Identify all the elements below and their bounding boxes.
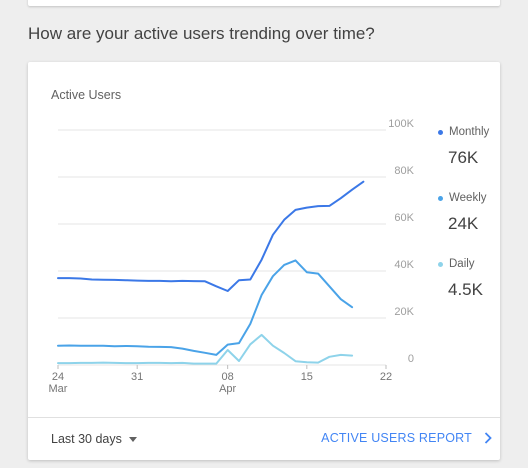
- date-range-dropdown[interactable]: Last 30 days: [51, 432, 137, 446]
- card-title: Active Users: [51, 88, 122, 102]
- y-tick-label: 20K: [394, 306, 414, 318]
- legend-dot-daily: [438, 261, 443, 267]
- y-tick-label: 40K: [394, 259, 414, 271]
- x-tick-label: 15: [301, 371, 313, 383]
- legend-item-daily: Daily 4.5K: [436, 258, 483, 300]
- legend-value-monthly: 76K: [448, 148, 479, 167]
- active-users-card: Active Users 0 20K 40K 60K 80K 100K 24 Mar 31 08 A…: [28, 62, 500, 460]
- x-tick-label: 22: [380, 371, 392, 383]
- card-footer: Last 30 days ACTIVE USERS REPORT: [28, 417, 500, 460]
- legend-value-weekly: 24K: [448, 214, 479, 233]
- active-users-report-link[interactable]: ACTIVE USERS REPORT: [321, 431, 492, 445]
- legend-value-daily: 4.5K: [448, 280, 483, 299]
- x-tick-label: 24: [52, 371, 64, 383]
- series-line-daily: [57, 333, 354, 365]
- legend-item-monthly: Monthly 76K: [436, 126, 489, 168]
- legend-label-monthly: Monthly: [449, 126, 490, 138]
- caret-down-icon: [128, 436, 137, 442]
- series-line-monthly: [57, 180, 365, 292]
- chevron-right-icon: [484, 432, 492, 444]
- x-tick-label: 31: [131, 371, 143, 383]
- series-line-weekly: [57, 259, 354, 356]
- legend-item-weekly: Weekly 24K: [436, 192, 487, 234]
- x-tick-sublabel: Mar: [49, 383, 68, 395]
- y-tick-label: 100K: [388, 118, 414, 130]
- x-tick-label: 08: [222, 371, 234, 383]
- x-tick-sublabel: Apr: [219, 383, 236, 395]
- legend-label-weekly: Weekly: [449, 192, 487, 204]
- date-range-label: Last 30 days: [51, 432, 122, 446]
- legend-dot-monthly: [438, 129, 443, 135]
- legend-label-daily: Daily: [449, 258, 475, 270]
- previous-card: [28, 0, 500, 6]
- report-link-label: ACTIVE USERS REPORT: [321, 431, 472, 445]
- legend-dot-weekly: [438, 195, 443, 201]
- section-title: How are your active users trending over …: [28, 24, 375, 43]
- y-tick-label: 80K: [394, 165, 414, 177]
- y-tick-label: 0: [408, 353, 414, 365]
- y-tick-label: 60K: [394, 212, 414, 224]
